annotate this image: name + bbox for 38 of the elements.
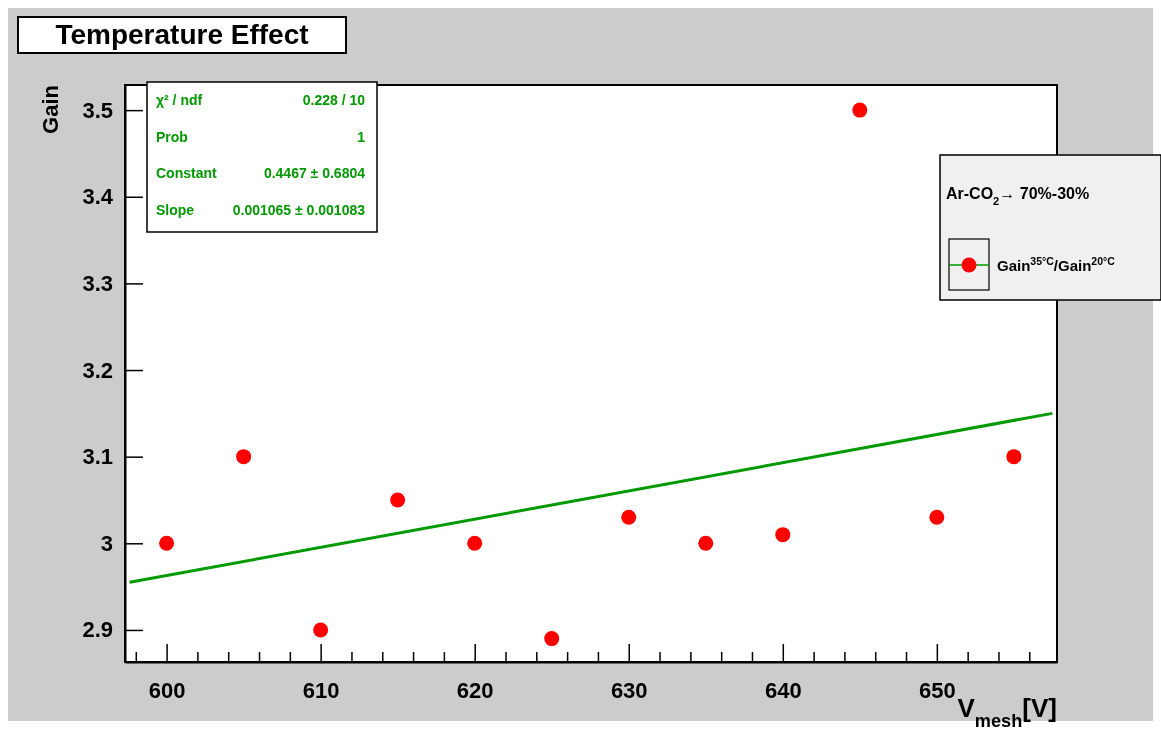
annotation: 0.4467 ± 0.6804 <box>263 165 366 181</box>
x-tick-label: 650 <box>918 678 956 703</box>
point <box>313 622 329 638</box>
annotation: χ² / ndf <box>156 92 203 108</box>
x-tick-label: 600 <box>148 678 186 703</box>
annotation: Slope <box>156 201 195 218</box>
x-tick-label: 630 <box>610 678 648 703</box>
point <box>159 535 175 551</box>
chart-title: Temperature Effect <box>55 19 309 50</box>
point <box>1006 449 1022 465</box>
y-tick-label: 3.5 <box>82 97 113 123</box>
y-tick-label: 3.3 <box>82 270 113 296</box>
point <box>390 492 406 508</box>
point <box>929 509 945 525</box>
point <box>544 631 560 647</box>
legend-label: Gain$^{35°C}$/Gain$^{20°C}$ <box>997 255 1116 274</box>
point <box>852 102 868 118</box>
annotation: 0.001065 ± 0.001083 <box>232 201 366 218</box>
legend-title: Ar-CO$_{2}$→ 70%-30% <box>946 185 1090 207</box>
y-tick-label: 3.4 <box>82 184 114 210</box>
x-axis-title: V$_{mesh}$[V] <box>957 693 1057 729</box>
x-tick-label: 640 <box>764 678 802 703</box>
y-tick-label: 2.9 <box>82 617 113 643</box>
x-tick-label: 620 <box>456 678 494 703</box>
annotation: Prob <box>156 128 188 145</box>
point <box>698 535 714 551</box>
point <box>621 509 637 525</box>
y-axis-title: Gain <box>38 85 63 134</box>
y-tick-label: 3 <box>100 530 113 556</box>
y-tick-label: 3.1 <box>82 444 113 470</box>
y-tick-label: 3.2 <box>82 357 113 383</box>
point <box>775 527 791 543</box>
annotation: Constant <box>156 165 217 181</box>
point <box>467 535 483 551</box>
annotation: 1 <box>357 128 366 145</box>
x-tick-label: 610 <box>302 678 340 703</box>
point <box>236 449 252 465</box>
annotation: 0.228 / 10 <box>302 92 366 108</box>
